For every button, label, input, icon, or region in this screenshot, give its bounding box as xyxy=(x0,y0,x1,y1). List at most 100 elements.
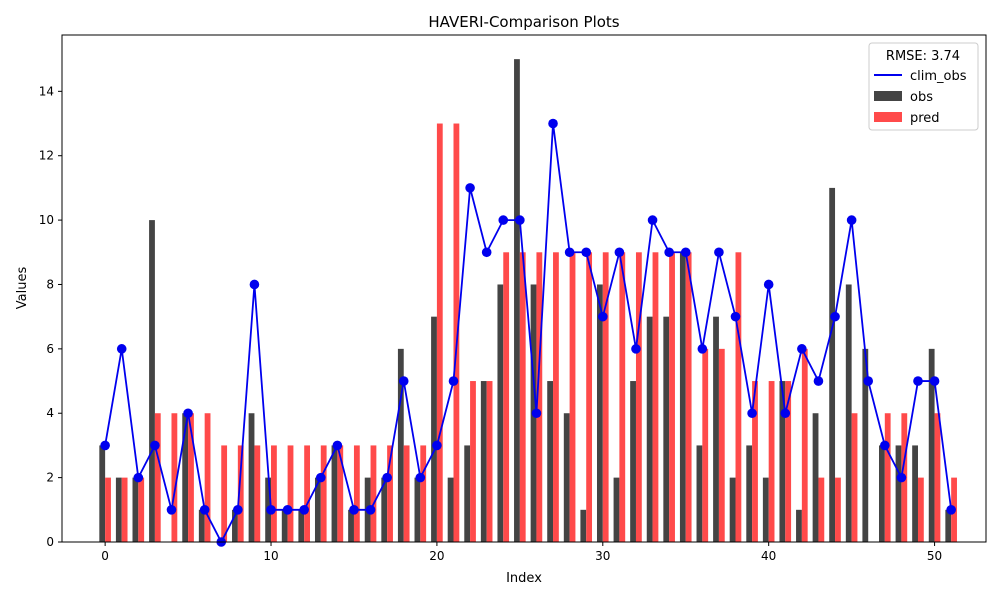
obs-bar xyxy=(646,316,653,542)
obs-bar xyxy=(397,348,404,542)
line-layer xyxy=(100,118,956,547)
obs-bar xyxy=(547,381,554,542)
pred-bar xyxy=(105,477,111,542)
legend-label-obs: obs xyxy=(910,90,933,105)
pred-bar xyxy=(237,445,244,542)
obs-bar xyxy=(596,284,603,542)
pred-bar xyxy=(353,445,360,542)
pred-bar xyxy=(619,252,626,543)
clim-obs-point xyxy=(747,408,757,419)
y-tick-label: 0 xyxy=(46,535,54,549)
obs-bar xyxy=(912,445,918,542)
legend: RMSE: 3.74 clim_obs obs pred xyxy=(868,42,979,131)
clim-obs-point xyxy=(929,376,940,386)
y-tick-label: 10 xyxy=(39,213,54,227)
obs-bar xyxy=(115,477,122,542)
pred-bar xyxy=(221,445,228,542)
obs-bar xyxy=(281,509,288,542)
obs-bar xyxy=(248,413,255,542)
clim-obs-point xyxy=(448,376,459,386)
legend-label-clim-obs: clim_obs xyxy=(910,69,967,84)
obs-bar xyxy=(613,477,620,542)
pred-bar xyxy=(403,445,410,542)
y-tick-label: 8 xyxy=(46,277,54,291)
pred-bar xyxy=(702,348,709,542)
clim-obs-point xyxy=(233,505,243,515)
pred-bar xyxy=(204,413,211,542)
clim-obs-point xyxy=(315,472,326,483)
obs-bar xyxy=(630,381,636,542)
obs-bar xyxy=(182,413,189,542)
clim-obs-point xyxy=(830,311,840,322)
pred-bar xyxy=(470,381,476,542)
clim-obs-point xyxy=(481,247,492,258)
clim-obs-point xyxy=(332,440,343,451)
obs-bar xyxy=(746,445,753,542)
clim-obs-point xyxy=(199,505,210,515)
clim-obs-point xyxy=(647,215,658,225)
pred-bar xyxy=(486,381,493,542)
pred-bar xyxy=(420,445,427,542)
obs-bar xyxy=(447,477,454,542)
obs-bar xyxy=(812,413,819,542)
x-tick-label: 30 xyxy=(595,549,610,563)
pred-bar xyxy=(503,252,510,543)
obs-bar xyxy=(928,348,935,542)
obs-bar xyxy=(149,220,155,542)
clim-obs-point xyxy=(282,505,293,515)
obs-bar xyxy=(762,477,769,542)
pred-bar xyxy=(553,252,559,543)
clim-obs-point xyxy=(863,376,874,386)
pred-bar xyxy=(171,413,178,542)
pred-bar xyxy=(652,252,659,543)
pred-bar xyxy=(121,477,128,542)
pred-bar xyxy=(735,252,742,543)
obs-bar xyxy=(198,509,205,542)
y-tick-label: 14 xyxy=(39,84,54,98)
obs-bar xyxy=(298,509,305,542)
clim-obs-point xyxy=(880,440,890,451)
clim-obs-point xyxy=(531,408,542,419)
pred-bar xyxy=(801,348,808,542)
clim-obs-point xyxy=(763,279,774,290)
clim-obs-point xyxy=(780,408,791,419)
x-tick-label: 40 xyxy=(761,549,776,563)
clim-obs-point xyxy=(730,311,741,322)
clim-obs-point xyxy=(581,247,592,258)
clim-obs-point xyxy=(797,344,807,354)
clim-obs-point xyxy=(183,408,193,419)
obs-bar xyxy=(314,477,321,542)
clim-obs-point xyxy=(548,118,558,129)
clim-obs-point xyxy=(813,376,824,386)
pred-bar xyxy=(685,252,692,543)
pred-bar xyxy=(304,445,311,542)
pred-bar xyxy=(569,252,576,543)
clim-obs-point xyxy=(680,247,691,258)
obs-bar xyxy=(514,59,520,543)
clim-obs-point xyxy=(266,505,276,515)
obs-bar xyxy=(829,187,836,542)
pred-bar xyxy=(287,445,294,542)
pred-bar xyxy=(917,477,924,542)
pred-bar xyxy=(154,413,161,542)
pred-bar xyxy=(835,477,841,542)
y-tick-label: 2 xyxy=(46,471,54,485)
obs-bar xyxy=(464,445,471,542)
obs-bar xyxy=(431,316,437,542)
pred-bar xyxy=(453,123,460,543)
pred-bar xyxy=(387,445,393,542)
clim-obs-point xyxy=(465,183,475,193)
plot-frame xyxy=(61,34,987,543)
clim-obs-point xyxy=(150,440,160,451)
x-axis-label: Index xyxy=(506,571,542,586)
clim-obs-point xyxy=(614,247,625,258)
pred-bar xyxy=(536,252,543,543)
clim-obs-point xyxy=(299,505,309,515)
clim-obs-point xyxy=(697,344,708,354)
pred-bar xyxy=(752,381,758,542)
clim-obs-line xyxy=(104,123,953,544)
pred-bar xyxy=(320,445,327,542)
obs-bar xyxy=(480,381,487,542)
clim-obs-point xyxy=(365,505,376,515)
